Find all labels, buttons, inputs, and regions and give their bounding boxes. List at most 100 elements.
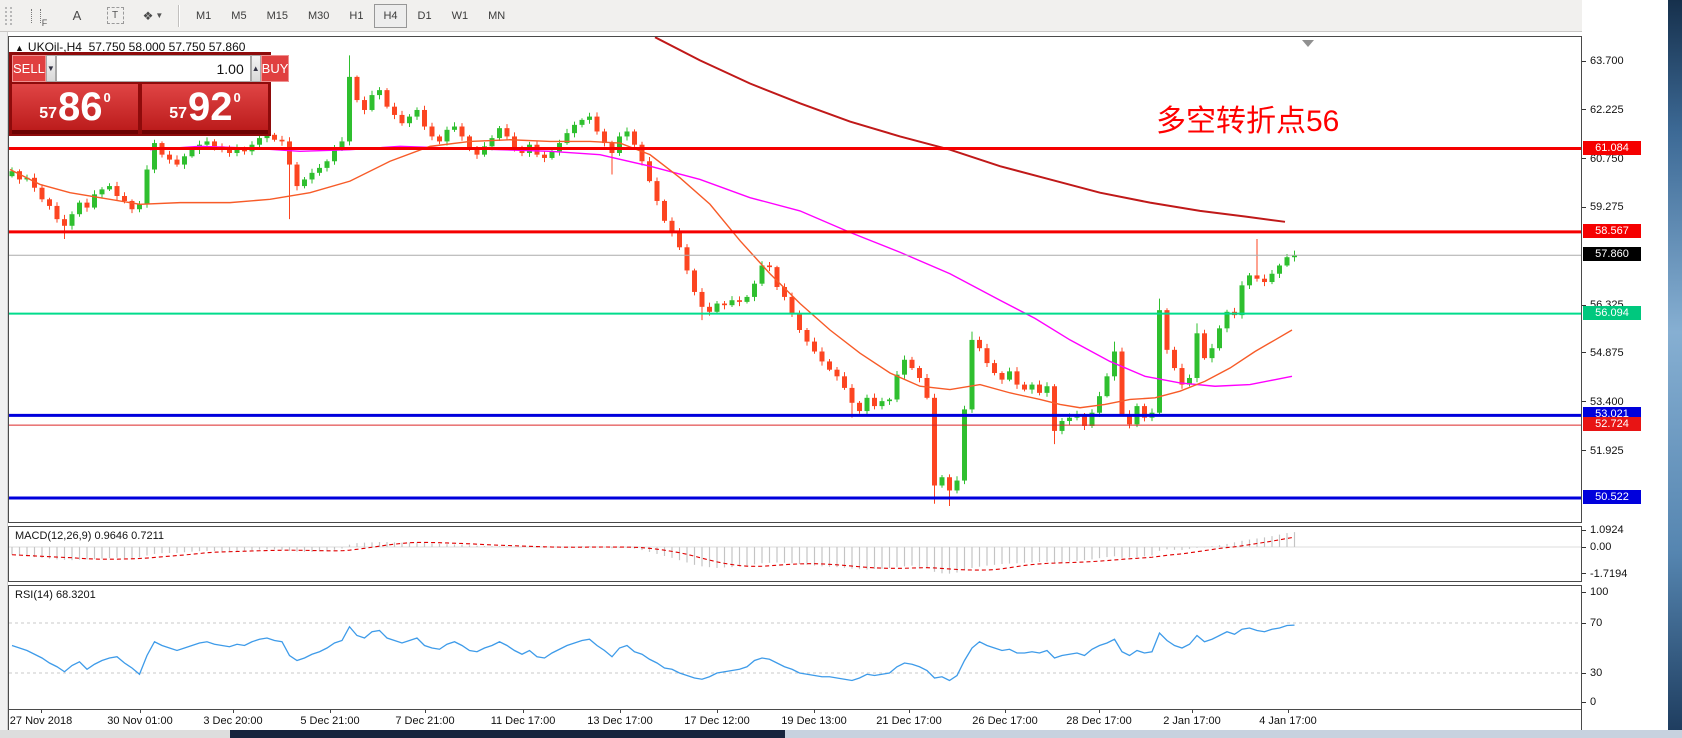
timeframe-MN[interactable]: MN — [488, 9, 506, 22]
time-tick — [330, 710, 331, 713]
caret-up-icon: ▲ — [251, 64, 260, 73]
sell-price-small: 57 — [39, 105, 58, 122]
price-tick: 62.225 — [1582, 103, 1668, 117]
price-tick: 53.400 — [1582, 395, 1668, 409]
volume-input[interactable] — [55, 55, 251, 82]
window-right-edge — [1668, 0, 1682, 738]
time-tick — [1005, 710, 1006, 713]
sell-button[interactable]: SELL — [12, 55, 46, 82]
chevron-down-icon: ▼ — [155, 11, 164, 20]
time-tick — [1288, 710, 1289, 713]
price-tick: 60.750 — [1582, 152, 1668, 166]
timeframe-M30[interactable]: M30 — [307, 9, 330, 22]
time-label: 28 Dec 17:00 — [1066, 715, 1132, 727]
text-label-icon[interactable]: A — [72, 8, 82, 23]
macd-label: MACD(12,26,9) 0.9646 0.7211 — [15, 530, 164, 542]
price-tick: 51.925 — [1582, 444, 1668, 458]
timeframe-W1[interactable]: W1 — [451, 9, 469, 22]
time-tick — [425, 710, 426, 713]
buy-price-sup: 0 — [233, 90, 241, 105]
toolbar-drag-handle[interactable] — [4, 6, 14, 25]
timeframe-M1[interactable]: M1 — [196, 9, 212, 22]
text-box-icon[interactable]: T — [98, 3, 132, 29]
cursor-style-icon[interactable]: ❖ ▼ — [142, 8, 164, 23]
time-label: 30 Nov 01:00 — [107, 715, 173, 727]
volume-decrease-button[interactable]: ▼ — [45, 55, 56, 82]
buy-price-small: 57 — [169, 105, 188, 122]
buy-button[interactable]: BUY — [260, 55, 290, 82]
time-label: 4 Jan 17:00 — [1259, 715, 1317, 727]
candlestick-chart — [9, 37, 1581, 507]
chart-symbol: UKOil-,H4 — [27, 40, 82, 54]
macd-panel: MACD(12,26,9) 0.9646 0.7211 — [8, 526, 1582, 582]
price-badge: 58.567 — [1583, 223, 1641, 238]
macd-axis-label: 0.00 — [1582, 540, 1668, 554]
sell-price-big: 86 — [58, 85, 103, 129]
volume-increase-button[interactable]: ▲ — [250, 55, 261, 82]
time-label: 3 Dec 20:00 — [203, 715, 263, 727]
price-badge: 50.522 — [1583, 490, 1641, 504]
time-tick — [717, 710, 718, 713]
time-label: 27 Nov 2018 — [9, 715, 73, 727]
rsi-panel: RSI(14) 68.3201 — [8, 585, 1582, 710]
timeframe-group: M1 M5 M15 M30 H1 H4 D1 W1 MN — [186, 3, 515, 28]
rsi-chart — [9, 622, 1581, 682]
timeframe-H4[interactable]: H4 — [374, 3, 407, 28]
time-label: 13 Dec 17:00 — [587, 715, 653, 727]
window-left-edge — [0, 32, 8, 730]
time-tick — [1099, 710, 1100, 713]
taskbar-fragment — [230, 730, 785, 738]
time-label: 2 Jan 17:00 — [1163, 715, 1221, 727]
timeframe-M15[interactable]: M15 — [266, 9, 288, 22]
sell-price-sup: 0 — [103, 90, 111, 105]
ma-slow-line — [654, 37, 1286, 223]
ma-mid-line — [149, 145, 1293, 387]
time-tick — [620, 710, 621, 713]
rsi-axis-label: 100 — [1582, 585, 1668, 599]
macd-axis-label: 1.0924 — [1582, 523, 1668, 537]
chart-annotation-text: 多空转折点56 — [1156, 105, 1340, 138]
time-label: 11 Dec 17:00 — [490, 715, 556, 727]
tick-chart-icon[interactable]: F — [22, 3, 56, 29]
price-axis: 63.70062.22560.75059.27556.32554.87553.4… — [1582, 0, 1668, 708]
rsi-axis-label: 30 — [1582, 666, 1668, 680]
price-tick: 63.700 — [1582, 54, 1668, 68]
rsi-label: RSI(14) 68.3201 — [15, 589, 96, 601]
ma-fast-line — [9, 139, 1293, 409]
time-label: 5 Dec 21:00 — [300, 715, 360, 727]
buy-price-big: 92 — [188, 85, 233, 129]
sell-price-box[interactable]: 57 86 0 — [12, 84, 138, 134]
time-label: 19 Dec 13:00 — [781, 715, 847, 727]
chart-quote: 57.750 58.000 57.750 57.860 — [88, 40, 246, 54]
time-tick — [814, 710, 815, 713]
time-label: 26 Dec 17:00 — [972, 715, 1038, 727]
bottom-edge-light — [785, 730, 1682, 738]
caret-down-icon: ▼ — [46, 64, 55, 73]
timeframe-H1[interactable]: H1 — [349, 9, 364, 22]
buy-price-box[interactable]: 57 92 0 — [142, 84, 268, 134]
one-click-trading-panel: SELL ▼ ▲ BUY 57 86 0 57 92 0 — [9, 52, 290, 136]
time-axis: 27 Nov 2018 30 Nov 01:00 3 Dec 20:00 5 Dec … — [8, 710, 1582, 730]
toolbar: F A T ❖ ▼ M1 M5 M15 M30 H1 H4 D1 W1 MN — [0, 0, 1682, 32]
rsi-axis-label: 0 — [1582, 695, 1668, 709]
time-tick — [41, 710, 42, 713]
window-bottom-edge — [0, 730, 1682, 738]
time-label: 21 Dec 17:00 — [876, 715, 942, 727]
price-tick: 59.275 — [1582, 200, 1668, 214]
timeframe-M5[interactable]: M5 — [231, 9, 247, 22]
rsi-axis-label: 70 — [1582, 616, 1668, 630]
price-badge: 61.084 — [1583, 140, 1641, 155]
price-badge: 57.860 — [1583, 247, 1641, 262]
time-tick — [523, 710, 524, 713]
time-tick — [1192, 710, 1193, 713]
timeframe-D1[interactable]: D1 — [417, 9, 432, 22]
time-label: 7 Dec 21:00 — [395, 715, 455, 727]
macd-chart — [9, 532, 1581, 574]
macd-axis-label: -1.7194 — [1582, 567, 1668, 581]
chart-title: ▲ UKOil-,H4 57.750 58.000 57.750 57.860 — [15, 40, 245, 54]
collapse-icon[interactable]: ▲ — [15, 43, 24, 53]
time-tick — [909, 710, 910, 713]
price-badge: 52.724 — [1583, 417, 1641, 432]
toolbar-separator — [178, 4, 180, 27]
time-tick — [233, 710, 234, 713]
